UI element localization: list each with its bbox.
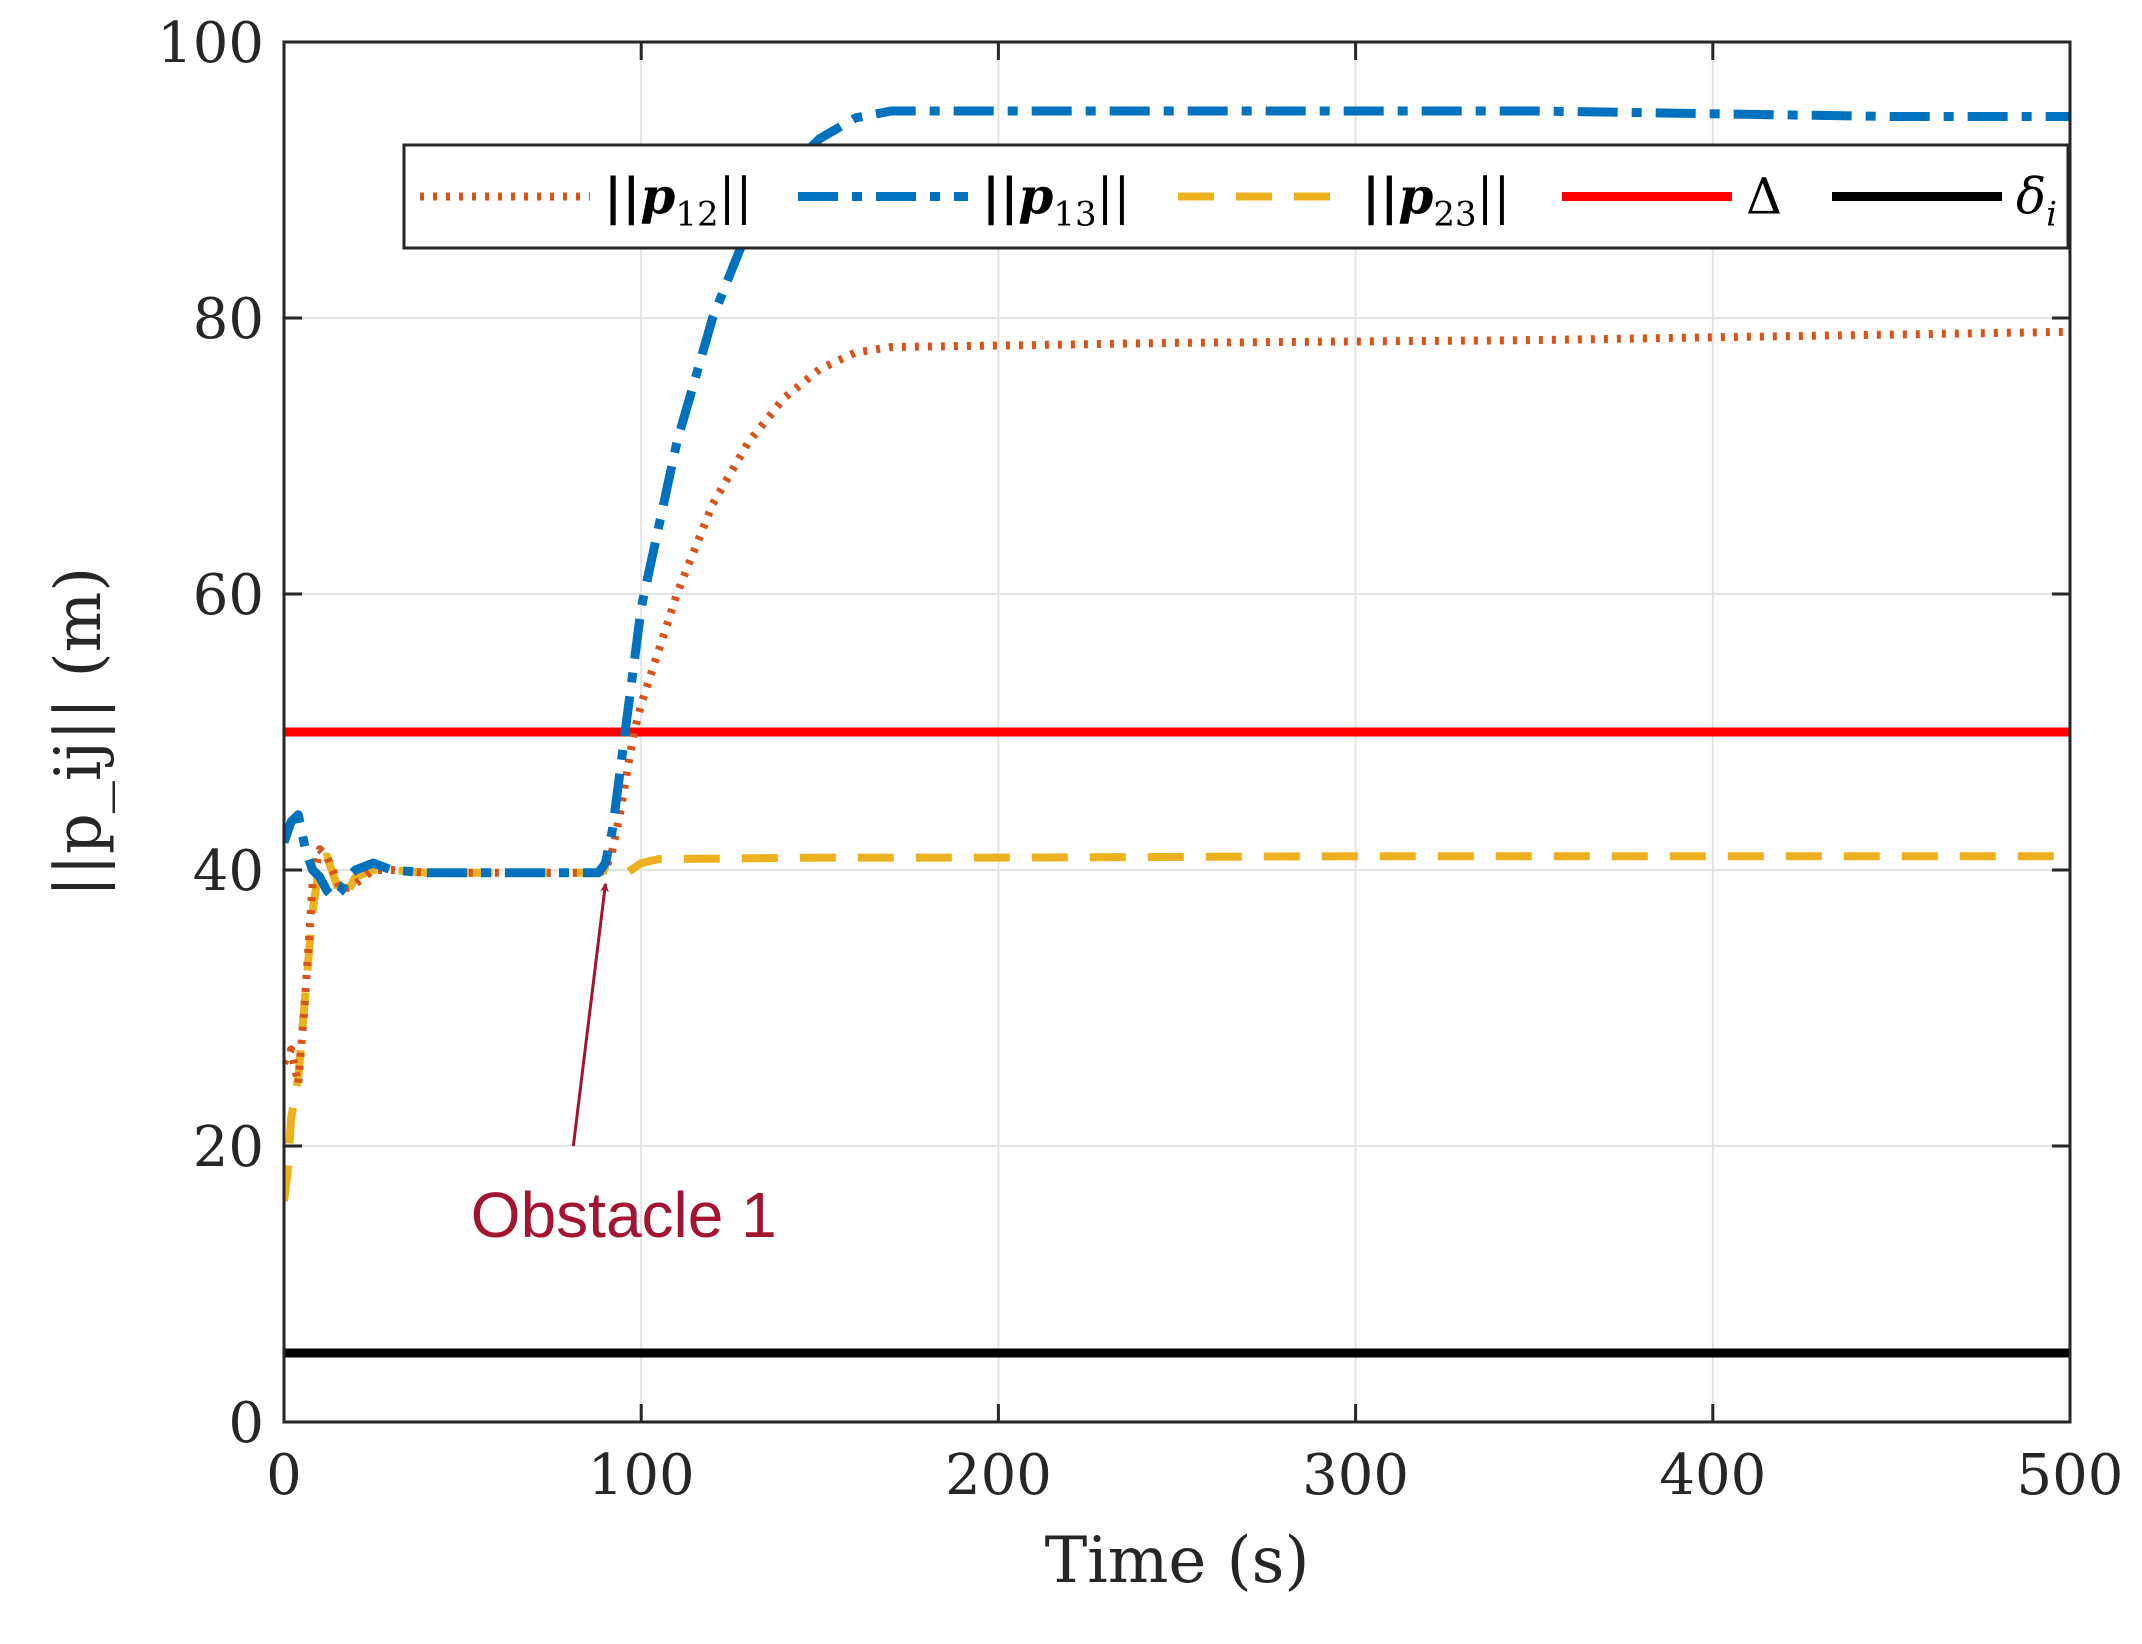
x-tick-label: 0 xyxy=(266,1443,302,1508)
x-tick-label: 400 xyxy=(1659,1443,1766,1508)
annotation-arrow xyxy=(571,882,609,1147)
x-tick-label: 300 xyxy=(1302,1443,1409,1508)
legend-label-p13: ||p13|| xyxy=(982,167,1130,235)
y-tick-label: 80 xyxy=(193,287,264,352)
series-layer xyxy=(284,106,2070,1358)
x-tick-label: 500 xyxy=(2017,1443,2124,1508)
y-tick-label: 100 xyxy=(157,11,264,76)
annotation-text: Obstacle 1 xyxy=(471,1179,777,1251)
legend-label-delta_i: δi xyxy=(2016,168,2057,235)
legend-label-p23: ||p23|| xyxy=(1362,167,1510,235)
y-tick-label: 0 xyxy=(228,1391,264,1456)
series-line-p13 xyxy=(284,106,2070,903)
y-tick-label: 20 xyxy=(193,1115,264,1180)
x-tick-label: 200 xyxy=(945,1443,1052,1508)
x-tick-label: 100 xyxy=(588,1443,695,1508)
y-tick-label: 40 xyxy=(193,839,264,904)
y-axis-title: ||p_ij|| (m) xyxy=(42,567,116,898)
legend-label-p12: ||p12|| xyxy=(604,167,752,235)
annotation-layer: Obstacle 1 xyxy=(471,882,777,1251)
plot-frame xyxy=(282,40,2072,1424)
y-tick-label: 60 xyxy=(193,563,264,628)
legend-label-delta: Δ xyxy=(1746,168,1782,226)
axis-ticks: 0 100 200 300 400 500 0 20 40 60 80 100 xyxy=(157,11,2123,1508)
x-axis-title: Time (s) xyxy=(1045,1524,1310,1598)
